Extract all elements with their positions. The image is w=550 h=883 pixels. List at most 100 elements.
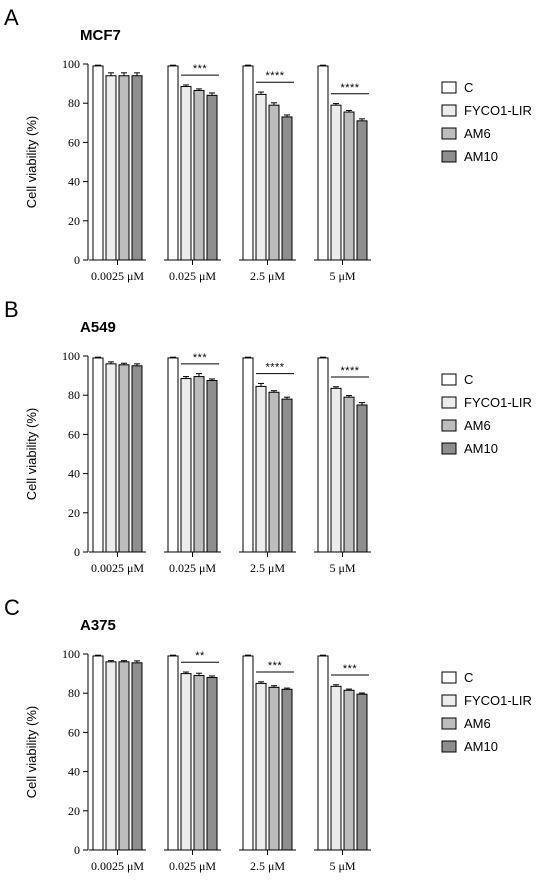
legend-label: AM10 (464, 739, 498, 754)
bar (167, 655, 179, 851)
bar (206, 94, 218, 261)
bar (317, 357, 329, 553)
legend-swatch (441, 373, 457, 386)
y-axis-label: Cell viability (%) (24, 408, 39, 500)
bar (118, 364, 130, 553)
y-tick-label: 40 (68, 765, 80, 779)
bar (242, 357, 254, 553)
significance-label: **** (340, 82, 359, 94)
x-tick-label: 0.025 μM (169, 859, 216, 873)
bar (281, 688, 293, 851)
legend-swatch (441, 694, 457, 707)
bar (92, 357, 104, 553)
legend-swatch (441, 127, 457, 140)
bar (343, 111, 355, 261)
chart-svg-b: B A549 Cell viability (%) 0 20 40 60 80 100 0.002… (4, 297, 532, 575)
y-tick-label: 80 (68, 686, 80, 700)
y-tick-label: 40 (68, 175, 80, 189)
chart-panel-c: C A375 Cell viability (%) 0 20 40 60 80 100 0.002… (0, 590, 550, 880)
bar (255, 93, 267, 261)
bar (206, 380, 218, 553)
significance-label: *** (343, 663, 358, 675)
y-tick-label: 40 (68, 467, 80, 481)
legend-swatch (441, 150, 457, 163)
panel-letter: B (4, 297, 19, 322)
y-tick-label: 0 (74, 253, 80, 267)
x-tick-label: 0.0025 μM (91, 269, 144, 283)
y-tick-label: 20 (68, 506, 80, 520)
bar (356, 693, 368, 851)
significance-label: *** (193, 63, 208, 75)
bar (268, 391, 280, 553)
legend-swatch (441, 396, 457, 409)
chart-panel-a: A MCF7 Cell viability (%) 0 20 40 60 80 100 0.002… (0, 0, 550, 290)
y-tick-label: 100 (62, 57, 80, 71)
legend-swatch (441, 81, 457, 94)
y-tick-label: 60 (68, 427, 80, 441)
bar (180, 673, 192, 851)
chart-svg-c: C A375 Cell viability (%) 0 20 40 60 80 100 0.002… (4, 595, 532, 873)
x-tick-label: 0.0025 μM (91, 561, 144, 575)
legend-label: C (464, 372, 473, 387)
bar (105, 661, 117, 851)
bar (268, 686, 280, 851)
panel-letter: C (4, 595, 20, 620)
x-tick-label: 2.5 μM (250, 561, 285, 575)
x-tick-label: 2.5 μM (250, 269, 285, 283)
legend-swatch (441, 104, 457, 117)
y-tick-label: 0 (74, 843, 80, 857)
y-tick-label: 100 (62, 349, 80, 363)
x-tick-label: 2.5 μM (250, 859, 285, 873)
legend-label: AM6 (464, 418, 491, 433)
bar (180, 86, 192, 261)
significance-label: **** (340, 365, 359, 377)
y-tick-label: 20 (68, 214, 80, 228)
panel-letter: A (4, 5, 19, 30)
bar (118, 661, 130, 851)
x-tick-label: 0.0025 μM (91, 859, 144, 873)
y-axis-label: Cell viability (%) (24, 706, 39, 798)
legend-swatch (441, 442, 457, 455)
bar (92, 655, 104, 851)
legend-swatch (441, 671, 457, 684)
y-tick-label: 80 (68, 388, 80, 402)
significance-label: **** (265, 362, 284, 374)
y-tick-label: 20 (68, 804, 80, 818)
bar (356, 120, 368, 261)
legend-label: C (464, 670, 473, 685)
x-tick-label: 5 μM (329, 269, 355, 283)
bar (255, 385, 267, 553)
bar (330, 104, 342, 261)
bar (281, 398, 293, 553)
y-tick-label: 80 (68, 96, 80, 110)
bar (317, 65, 329, 261)
bar (193, 89, 205, 261)
significance-label: *** (193, 352, 208, 364)
bar (180, 378, 192, 553)
panel-title: A375 (80, 617, 116, 634)
x-tick-label: 5 μM (329, 561, 355, 575)
legend-swatch (441, 419, 457, 432)
x-tick-label: 0.025 μM (169, 269, 216, 283)
bar (167, 65, 179, 261)
bar (206, 677, 218, 851)
legend-label: C (464, 80, 473, 95)
bar (105, 363, 117, 553)
panel-title: MCF7 (80, 27, 121, 44)
legend-label: FYCO1-LIR (464, 103, 532, 118)
bar (105, 75, 117, 261)
legend-label: AM10 (464, 441, 498, 456)
bar (118, 75, 130, 261)
legend-label: FYCO1-LIR (464, 395, 532, 410)
bar (356, 404, 368, 553)
bar (268, 104, 280, 261)
y-tick-label: 60 (68, 725, 80, 739)
legend-label: FYCO1-LIR (464, 693, 532, 708)
bar (167, 357, 179, 553)
y-tick-label: 0 (74, 545, 80, 559)
significance-label: *** (268, 660, 283, 672)
significance-label: **** (265, 70, 284, 82)
bar (343, 396, 355, 553)
legend-swatch (441, 717, 457, 730)
chart-panel-b: B A549 Cell viability (%) 0 20 40 60 80 100 0.002… (0, 292, 550, 582)
